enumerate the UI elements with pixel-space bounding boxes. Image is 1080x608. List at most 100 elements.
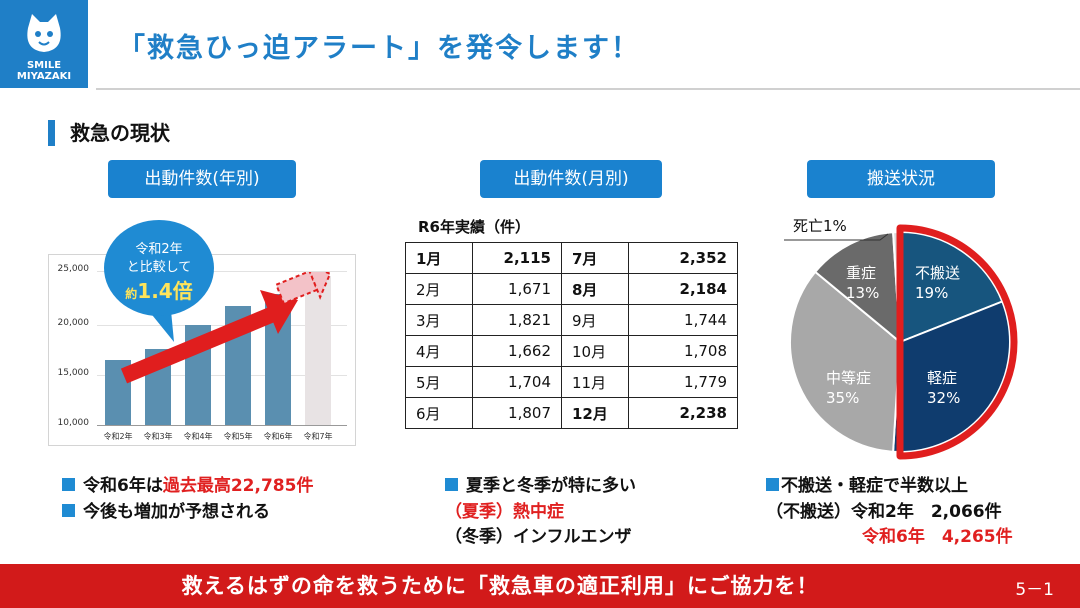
bullet-square-icon (766, 477, 779, 491)
comparison-bubble: 令和2年 と比較して 約1.4倍 (104, 220, 214, 316)
value-cell: 1,662 (472, 335, 562, 367)
pie-slice-中等症 (789, 270, 902, 453)
x-tick-label: 令和2年 (103, 432, 133, 441)
value-cell: 2,184 (628, 273, 738, 305)
x-tick-label: 令和6年 (263, 432, 293, 441)
pie-slice-軽症 (892, 300, 1011, 453)
transport-panel-label: 搬送状況 (807, 160, 995, 198)
slice-name: 中等症 (826, 369, 872, 387)
logo-line1: SMILE (26, 60, 62, 71)
table-row: 4月 1,662 10月 1,708 (405, 335, 738, 367)
month-cell: 10月 (561, 335, 629, 367)
death-leader-line (784, 233, 889, 241)
bullet-square-icon (62, 503, 75, 517)
month-cell: 11月 (561, 366, 629, 398)
increase-arrow-icon (120, 272, 332, 384)
highlight-outline (896, 224, 1018, 460)
value-cell: 1,821 (472, 304, 562, 336)
bubble-value: 1.4倍 (137, 279, 193, 303)
footer-banner (0, 564, 1080, 608)
table-row: 6月 1,807 12月 2,238 (405, 397, 738, 429)
month-cell: 1月 (405, 242, 473, 274)
pie-label-keishou: 軽症 32% (927, 368, 960, 408)
value-cell: 1,708 (628, 335, 738, 367)
x-tick-label: 令和7年 (303, 432, 333, 441)
month-cell: 6月 (405, 397, 473, 429)
gridline (97, 375, 347, 376)
logo-line2: MIYAZAKI (16, 71, 72, 82)
y-tick-label: 25,000 (57, 264, 90, 274)
smile-miyazaki-logo: SMILE MIYAZAKI (0, 0, 88, 88)
bullet-text: 令和6年は (83, 476, 163, 496)
monthly-panel-label: 出動件数(月別) (480, 160, 662, 198)
x-axis-line (97, 425, 347, 426)
table-row: 3月 1,821 9月 1,744 (405, 304, 738, 336)
pie-label-death: 死亡1% (793, 217, 847, 235)
month-cell: 8月 (561, 273, 629, 305)
value-cell: 1,779 (628, 366, 738, 398)
y-tick-label: 15,000 (57, 368, 90, 378)
left-bullet-1: 令和6年は過去最高22,785件 (62, 471, 313, 496)
gridline (97, 325, 347, 326)
bubble-line1: 令和2年 (135, 242, 183, 257)
x-tick-label: 令和4年 (183, 432, 213, 441)
monthly-table: 1月 2,115 7月 2,352 2月 1,671 8月 2,184 3月 1… (405, 242, 738, 429)
page-number: 5－1 (1015, 580, 1054, 600)
month-cell: 5月 (405, 366, 473, 398)
month-cell: 3月 (405, 304, 473, 336)
month-cell: 9月 (561, 304, 629, 336)
annual-panel-label: 出動件数(年別) (108, 160, 296, 198)
slice-name: 重症 (846, 264, 877, 282)
slice-pct: 32% (927, 389, 961, 407)
title-divider (96, 88, 1080, 90)
month-cell: 2月 (405, 273, 473, 305)
table-caption: R6年実績（件） (418, 218, 530, 236)
y-tick-label: 20,000 (57, 318, 90, 328)
value-cell: 1,744 (628, 304, 738, 336)
pie-slice-重症 (813, 231, 902, 345)
month-cell: 12月 (561, 397, 629, 429)
page-title: 「救急ひっ迫アラート」を発令します！ (118, 33, 640, 64)
table-row: 2月 1,671 8月 2,184 (405, 273, 738, 305)
table-row: 1月 2,115 7月 2,352 (405, 242, 738, 274)
bullet-text: 不搬送・軽症で半数以上 (781, 476, 968, 496)
bubble-prefix: 約 (125, 287, 138, 301)
middle-line-winter: （冬季）インフルエンザ (445, 527, 632, 547)
left-bullet-2: 今後も増加が予想される (62, 497, 270, 522)
bullet-square-icon (62, 477, 75, 491)
value-cell: 2,238 (628, 397, 738, 429)
bullet-text: 夏季と冬季が特に多い (466, 476, 636, 496)
value-cell: 1,807 (472, 397, 562, 429)
right-line-r6: 令和6年 4,265件 (862, 527, 1013, 547)
middle-line-summer: （夏季）熱中症 (445, 502, 564, 522)
right-line-r2: （不搬送）令和2年 2,066件 (766, 502, 1002, 522)
slice-name: 軽症 (927, 369, 958, 387)
pie-label-chuutou: 中等症 35% (826, 368, 871, 408)
x-tick-label: 令和3年 (143, 432, 173, 441)
value-cell: 2,352 (628, 242, 738, 274)
month-cell: 7月 (561, 242, 629, 274)
bubble-line2: と比較して (126, 260, 192, 275)
slice-pct: 35% (826, 389, 860, 407)
value-cell: 1,671 (472, 273, 562, 305)
bullet-highlight: 過去最高22,785件 (162, 476, 314, 496)
gridline (97, 271, 347, 272)
table-row: 5月 1,704 11月 1,779 (405, 366, 738, 398)
y-tick-label: 10,000 (57, 418, 90, 428)
slice-name: 不搬送 (915, 264, 961, 282)
mascot-icon (27, 14, 61, 52)
section-title: 救急の現状 (70, 121, 170, 145)
transport-pie-chart (789, 224, 1018, 460)
value-cell: 2,115 (472, 242, 562, 274)
right-bullet-1: 不搬送・軽症で半数以上 (766, 471, 968, 496)
bullet-square-icon (445, 477, 458, 491)
footer-message: 救えるはずの命を救うために「救急車の適正利用」にご協力を！ (181, 574, 819, 598)
bar-令和7年 (305, 276, 331, 425)
x-tick-label: 令和5年 (223, 432, 253, 441)
slice-pct: 19% (915, 284, 949, 302)
month-cell: 4月 (405, 335, 473, 367)
value-cell: 1,704 (472, 366, 562, 398)
pie-slice-不搬送 (899, 230, 1004, 344)
pie-label-juushou: 重症 13% (846, 263, 879, 303)
section-marker (48, 120, 55, 146)
